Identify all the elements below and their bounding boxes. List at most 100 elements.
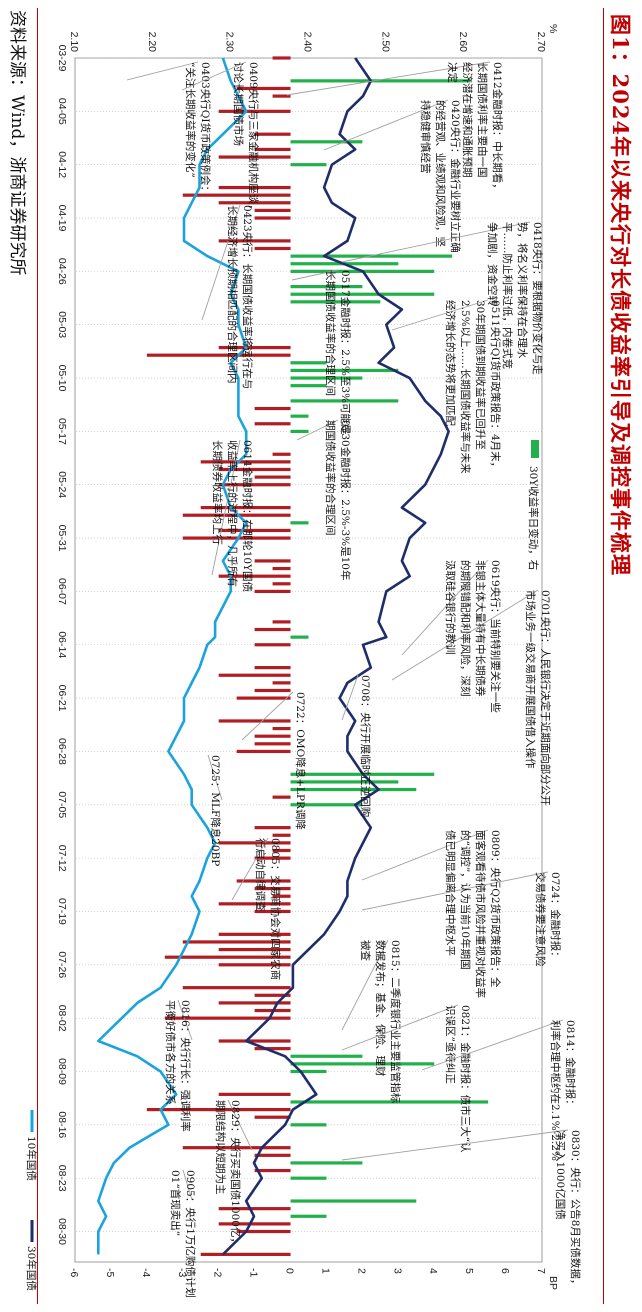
bar-up bbox=[290, 1054, 363, 1058]
bar-down bbox=[254, 887, 291, 891]
annotation-text: 0423央行：长期国债收益率将运行在与长期经济增长预期相匹配的合理区间内 bbox=[226, 205, 254, 389]
annotation-line: 30年期国债到期收益率已回升至 bbox=[474, 300, 487, 450]
bar-down bbox=[254, 589, 291, 594]
right-axis-tick-label: -2 bbox=[212, 1268, 224, 1277]
left-axis-tick-label: 2.30 bbox=[224, 32, 236, 53]
bar-up bbox=[290, 1062, 435, 1066]
annotation-text: 0409央行与三家金融机构座谈，讨论长期国债市场 bbox=[232, 62, 260, 215]
annotation-leader bbox=[207, 754, 223, 801]
annotation-line: 期国债收益率的合理区间 bbox=[324, 420, 337, 536]
annotation-line: 被查 bbox=[359, 940, 372, 961]
bar-up bbox=[290, 1214, 327, 1218]
annotation-line: 经济潜在增速和通胀预期 bbox=[461, 62, 474, 178]
bar-down bbox=[236, 1229, 291, 1234]
bar-up bbox=[290, 376, 363, 380]
annotation-line: 经济增长的态势将更加匹配 bbox=[444, 300, 457, 426]
bar-down bbox=[254, 1168, 291, 1173]
annotation-line: 0708：央行开展临时正逆回购 bbox=[359, 675, 372, 817]
plot-frame bbox=[74, 57, 543, 1263]
annotation-leader bbox=[201, 204, 241, 321]
annotation-text: 0420央行：金融行业要树立正确的经营观、业绩观和风险观，坚持稳健审慎经营 bbox=[419, 100, 462, 253]
bar-down bbox=[236, 696, 291, 700]
left-axis-tick-label: 2.60 bbox=[457, 32, 469, 53]
right-axis-tick-label: 5 bbox=[463, 1268, 475, 1274]
x-tick-label: 04-26 bbox=[56, 258, 68, 285]
bar-down bbox=[218, 947, 291, 952]
annotation-text: 0708：央行开展临时正逆回购 bbox=[359, 675, 372, 817]
annotation-leader bbox=[323, 99, 449, 151]
bar-down bbox=[272, 894, 291, 898]
annotation-leader bbox=[421, 1019, 564, 1071]
annotation-line: 争加剧，资金空转 bbox=[486, 222, 499, 306]
annotation-line: 的经营观、业绩观和风险观，坚 bbox=[434, 100, 447, 247]
x-tick-label: 08-16 bbox=[56, 1111, 68, 1138]
legend-label: 30年国债 bbox=[25, 1246, 38, 1291]
annotation-line: 数据发布；基金、保险、理财 bbox=[374, 940, 387, 1077]
bar-down bbox=[200, 505, 291, 510]
annotation-text: 0530金融时报：2.5%-3%是10年期国债收益率的合理区间 bbox=[324, 420, 352, 580]
left-axis-tick-label: 2.10 bbox=[68, 32, 80, 53]
bar-down bbox=[218, 239, 291, 243]
annotation-leader bbox=[341, 939, 389, 1031]
bar-up bbox=[290, 384, 327, 388]
annotation-line: 决定 bbox=[446, 62, 459, 83]
bar-up bbox=[290, 1199, 417, 1203]
annotation-leader bbox=[341, 1129, 569, 1161]
bar-up bbox=[290, 1123, 327, 1127]
x-tick-label: 08-23 bbox=[56, 1165, 68, 1192]
right-axis-tick-label: 4 bbox=[427, 1268, 439, 1274]
right-axis-tick-label: 3 bbox=[391, 1268, 403, 1274]
annotation-text: 0805：交易商协会对四家农商行启动自律调查 bbox=[254, 838, 282, 980]
annotation-text: 0816：央行行长：强调利率平衡好债市各方的关系 bbox=[164, 1000, 192, 1132]
bar-down bbox=[254, 147, 291, 152]
left-axis-tick-label: 2.70 bbox=[535, 32, 547, 53]
bar-down bbox=[218, 1092, 291, 1096]
annotation-line: 0420央行：金融行业要树立正确 bbox=[449, 100, 462, 253]
bar-down bbox=[254, 666, 291, 670]
bar-down bbox=[254, 246, 291, 251]
x-tick-label: 05-10 bbox=[56, 365, 68, 392]
bar-down bbox=[254, 643, 291, 647]
bar-up bbox=[290, 163, 327, 167]
annotation-line: 0511央行QI货币政策报告：4月末， bbox=[489, 300, 502, 472]
annotation-line: 平……防止利率过低，内卷式竞 bbox=[501, 222, 514, 369]
annotation-leader bbox=[291, 269, 339, 281]
bar-down bbox=[218, 932, 291, 936]
annotation-leader bbox=[227, 1099, 253, 1151]
annotation-line: 0614金融时报：在那轮10Y国债 bbox=[241, 440, 254, 592]
annotation-line: 长期国债收益率的合理区间 bbox=[324, 270, 337, 396]
bar-down bbox=[182, 986, 291, 990]
annotation-leader bbox=[211, 439, 241, 576]
annotation-line: “关注长期收益率的变化” bbox=[184, 62, 197, 178]
right-axis-tick-label: -5 bbox=[104, 1268, 116, 1277]
bar-down bbox=[236, 749, 291, 754]
right-axis-tick-label: 1 bbox=[319, 1268, 331, 1274]
bar-down bbox=[272, 833, 291, 837]
bar-up bbox=[290, 292, 435, 296]
annotation-leader bbox=[361, 829, 489, 881]
legend-label: 10年国债 bbox=[25, 1136, 38, 1181]
annotation-line: 0725：MLF降息20BP bbox=[209, 755, 222, 866]
x-tick-label: 05-17 bbox=[56, 418, 68, 445]
right-axis-unit: BP bbox=[547, 1276, 559, 1290]
annotation-text: 0517金融时报：2.5%至3%可能是长期国债收益率的合理区间 bbox=[324, 270, 352, 435]
bar-down bbox=[254, 1153, 291, 1157]
bar-down bbox=[218, 155, 291, 159]
annotation-leader bbox=[341, 674, 359, 721]
annotation-line: 长期国债利率主要由一国 bbox=[476, 62, 489, 178]
bar-up bbox=[290, 285, 363, 289]
x-tick-label: 04-12 bbox=[56, 151, 68, 178]
annotation-line: 2.5%以上……长期国债收益率与未来 bbox=[459, 300, 472, 474]
bar-down bbox=[272, 452, 291, 456]
annotation-line: 的“调控”，认为当前10年期国 bbox=[459, 830, 472, 970]
annotation-leader bbox=[296, 419, 339, 441]
annotation-text: 0614金融时报：在那轮10Y国债收益率上行的过程中，几乎所有长期债券收益率均上… bbox=[211, 440, 254, 592]
annotation-line: 0517金融时报：2.5%至3%可能是 bbox=[339, 270, 352, 435]
bar-up bbox=[290, 803, 363, 807]
annotation-line: 平衡好债市各方的关系 bbox=[164, 1000, 177, 1105]
bar-up bbox=[290, 1100, 489, 1104]
bar-down bbox=[254, 856, 291, 860]
bar-down bbox=[146, 353, 291, 357]
bar-down bbox=[272, 726, 291, 731]
bar-down bbox=[182, 536, 291, 540]
